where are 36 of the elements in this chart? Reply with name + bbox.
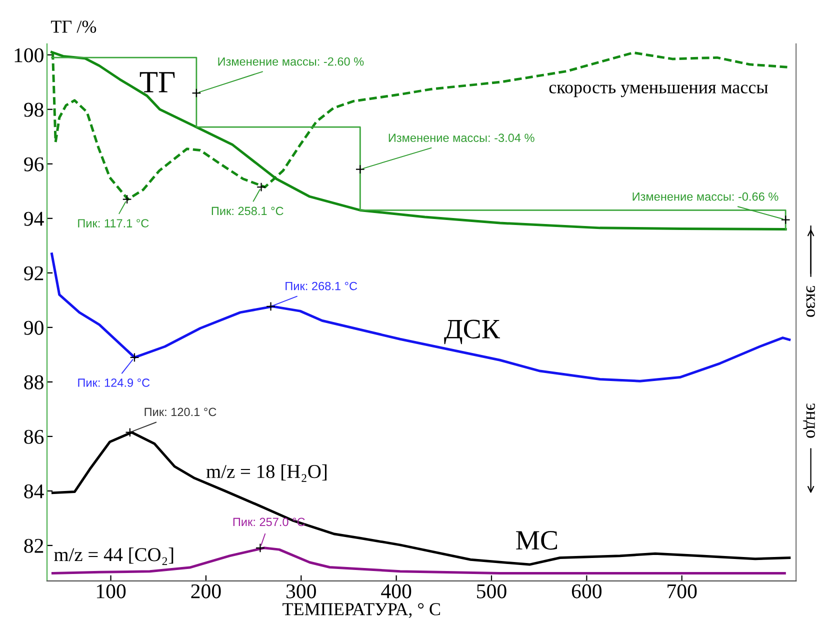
annotation: m/z = 44 [CO₂] bbox=[54, 548, 174, 566]
y-tick-label: 96 bbox=[24, 157, 44, 172]
annotation: ДСК bbox=[444, 320, 500, 344]
y-tick-label: 86 bbox=[24, 430, 44, 444]
annotation: ТГ bbox=[140, 72, 175, 92]
annotation: скорость уменьшения массы bbox=[549, 84, 768, 98]
annotation: Пик: 268.1 °C bbox=[286, 282, 358, 290]
annotation: Пик: 258.1 °C bbox=[212, 206, 284, 216]
annotation: Пик: 257.0 °C bbox=[233, 518, 305, 526]
y-tick-label: 82 bbox=[24, 538, 44, 553]
y-tick-label: 90 bbox=[24, 320, 44, 335]
annotation: m/z = 18 [H₂O] bbox=[206, 464, 326, 482]
x-tick-label: 700 bbox=[668, 584, 697, 598]
annotation: Изменение массы: -3.04 % bbox=[388, 134, 534, 142]
y-tick-label: 88 bbox=[24, 375, 44, 390]
annotation: МС bbox=[516, 531, 557, 550]
x-tick-label: 100 bbox=[96, 584, 126, 598]
y-tick-label: 84 bbox=[24, 484, 44, 498]
x-tick-label: 600 bbox=[572, 584, 602, 598]
y-tick-label: 100 bbox=[14, 48, 44, 62]
annotation: Пик: 120.1 °C bbox=[144, 408, 216, 416]
y-tick-label: 92 bbox=[24, 266, 44, 280]
x-tick-label: 500 bbox=[477, 584, 506, 598]
x-axis-title: ТЕМПЕРАТУРА, ° C bbox=[282, 603, 440, 618]
annotation: Пик: 124.9 °C bbox=[78, 378, 150, 387]
annotation: Изменение массы: -2.60 % bbox=[218, 57, 364, 66]
annotation: Пик: 117.1 °C bbox=[78, 219, 149, 228]
text: экзо bbox=[806, 286, 815, 317]
x-tick-label: 400 bbox=[381, 584, 412, 598]
x-tick-label: 200 bbox=[191, 584, 221, 598]
annotation: Изменение массы: -0.66 % bbox=[632, 192, 778, 201]
y-axis-title: ТГ /% bbox=[51, 20, 96, 33]
y-tick-label: 94 bbox=[24, 212, 44, 226]
text: эндо bbox=[802, 404, 815, 438]
y-tick-label: 98 bbox=[24, 102, 44, 117]
x-tick-label: 300 bbox=[286, 584, 316, 598]
